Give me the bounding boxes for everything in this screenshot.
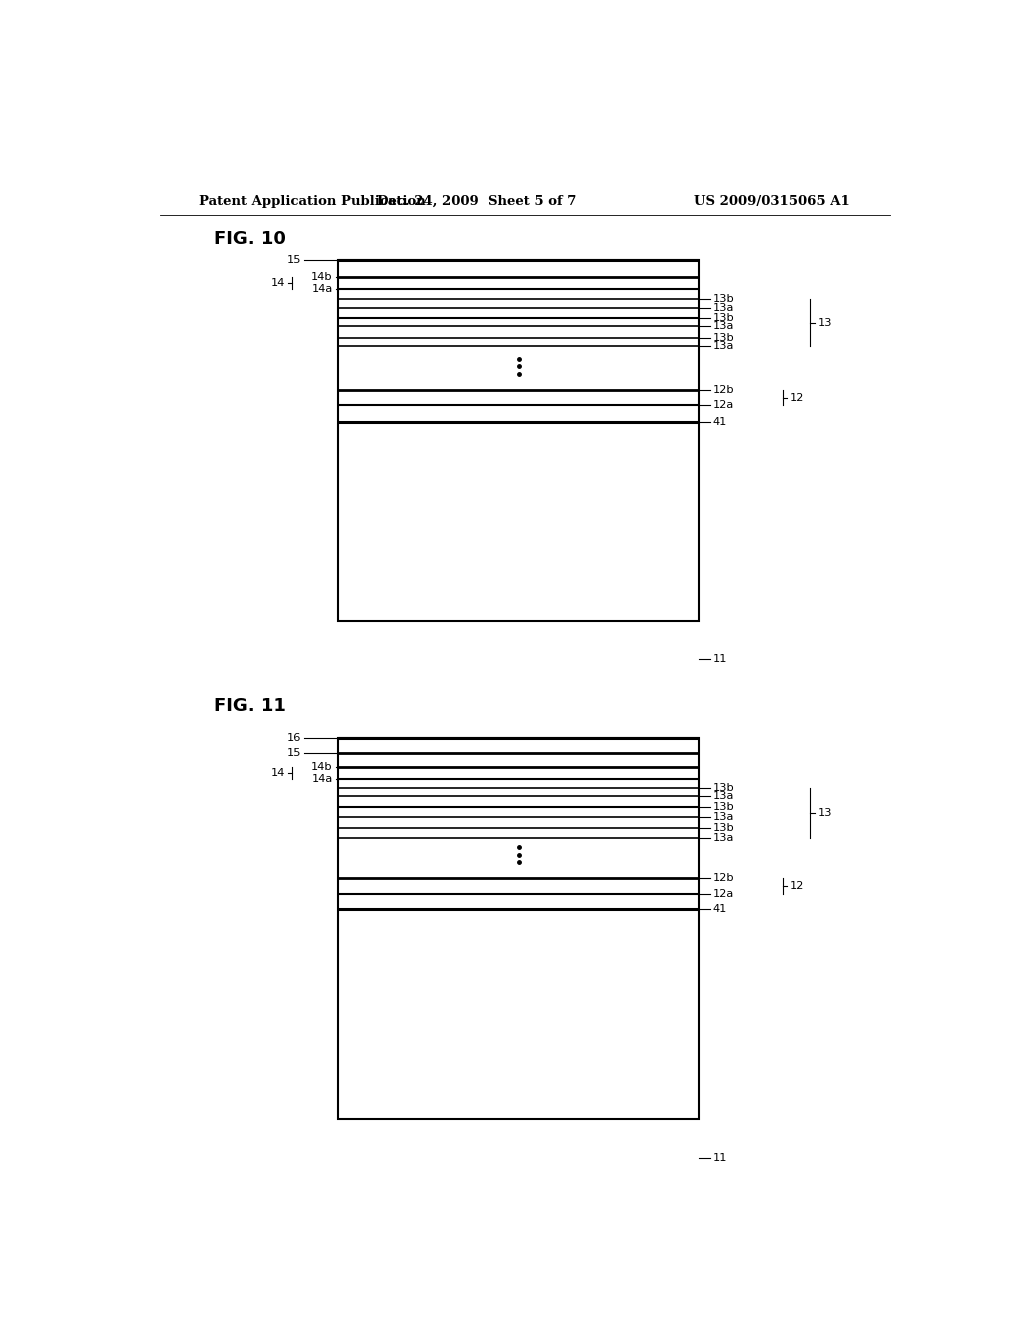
Text: 13: 13 <box>817 808 833 818</box>
Text: 14a: 14a <box>311 774 333 784</box>
Text: 13a: 13a <box>713 792 734 801</box>
Text: 15: 15 <box>287 748 301 758</box>
Text: 12b: 12b <box>713 385 734 395</box>
Text: 12: 12 <box>790 880 804 891</box>
Text: Patent Application Publication: Patent Application Publication <box>200 194 426 207</box>
Text: 13a: 13a <box>713 322 734 331</box>
Text: 15: 15 <box>287 255 301 265</box>
Text: 12: 12 <box>790 392 804 403</box>
Text: 13: 13 <box>817 318 833 327</box>
Text: 13a: 13a <box>713 833 734 842</box>
Text: 14b: 14b <box>311 272 333 282</box>
Text: 13b: 13b <box>713 313 734 323</box>
Text: 13b: 13b <box>713 333 734 343</box>
Text: 16: 16 <box>287 733 301 743</box>
Text: 13b: 13b <box>713 803 734 812</box>
Text: 41: 41 <box>713 417 727 426</box>
Text: 11: 11 <box>713 1152 727 1163</box>
Text: 12a: 12a <box>713 888 734 899</box>
Text: 12a: 12a <box>713 400 734 411</box>
Text: 11: 11 <box>713 655 727 664</box>
Text: 41: 41 <box>713 904 727 915</box>
Text: 14b: 14b <box>311 762 333 772</box>
Text: 13b: 13b <box>713 294 734 304</box>
Text: 13a: 13a <box>713 302 734 313</box>
Text: 12b: 12b <box>713 873 734 883</box>
Text: US 2009/0315065 A1: US 2009/0315065 A1 <box>694 194 850 207</box>
Bar <box>338 738 699 1119</box>
Text: Dec. 24, 2009  Sheet 5 of 7: Dec. 24, 2009 Sheet 5 of 7 <box>378 194 577 207</box>
Text: 14: 14 <box>270 279 285 288</box>
Text: 13b: 13b <box>713 824 734 833</box>
Text: 13a: 13a <box>713 342 734 351</box>
Text: 14: 14 <box>270 768 285 777</box>
Text: 13a: 13a <box>713 812 734 821</box>
Text: 13b: 13b <box>713 783 734 793</box>
Bar <box>338 260 699 620</box>
Text: FIG. 11: FIG. 11 <box>214 697 286 715</box>
Text: FIG. 10: FIG. 10 <box>214 230 286 248</box>
Text: 14a: 14a <box>311 284 333 294</box>
